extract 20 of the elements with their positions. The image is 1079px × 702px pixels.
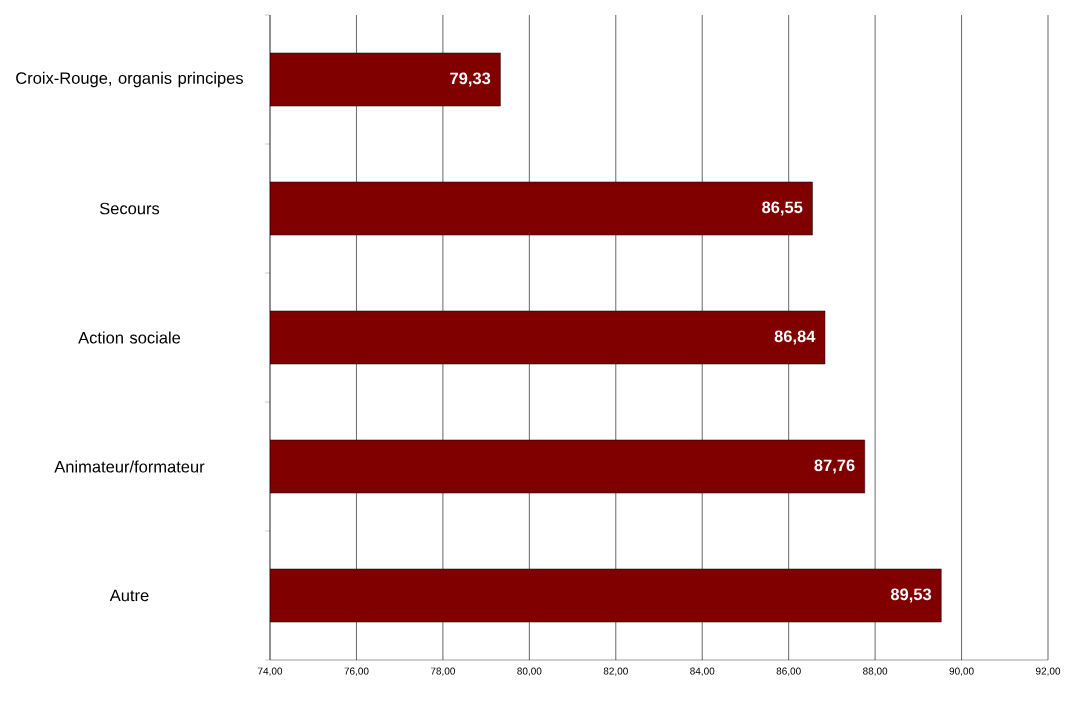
x-tick-label: 80,00 — [517, 667, 542, 676]
x-tick-label: 84,00 — [690, 667, 715, 676]
x-tick-label: 78,00 — [430, 667, 456, 676]
y-tick-label: Animateur/formateur — [54, 460, 205, 473]
x-tick-label: 92,00 — [1035, 667, 1061, 676]
data-label: 86,84 — [774, 330, 816, 345]
data-label: 87,76 — [814, 459, 855, 474]
data-label: 86,55 — [762, 201, 803, 216]
data-label: 79,33 — [450, 72, 491, 87]
x-tick-label: 86,00 — [776, 667, 801, 676]
y-tick-label: Action sociale — [78, 331, 181, 344]
data-label: 89,53 — [890, 588, 932, 603]
y-tick-label: Secours — [99, 202, 160, 215]
x-tick-label: 90,00 — [949, 667, 974, 676]
x-tick-label: 76,00 — [344, 667, 369, 676]
x-tick-label: 74,00 — [258, 667, 283, 676]
x-tick-label: 82,00 — [603, 667, 628, 676]
y-tick-label: Autre — [109, 589, 149, 602]
x-tick-label: 88,00 — [863, 667, 888, 676]
y-tick-label: Croix-Rouge, organis principes — [16, 71, 243, 88]
